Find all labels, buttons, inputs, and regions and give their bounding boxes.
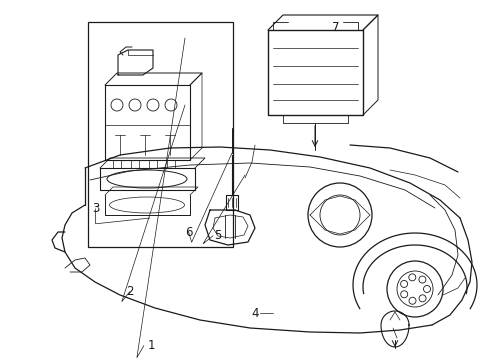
Text: 5: 5	[214, 229, 222, 242]
Text: 4: 4	[251, 307, 259, 320]
Text: 2: 2	[126, 285, 134, 298]
Text: 6: 6	[185, 226, 193, 239]
Text: 7: 7	[332, 21, 340, 33]
Bar	[88, 22, 233, 247]
Text: 3: 3	[92, 202, 99, 215]
Text: 1: 1	[148, 339, 156, 352]
